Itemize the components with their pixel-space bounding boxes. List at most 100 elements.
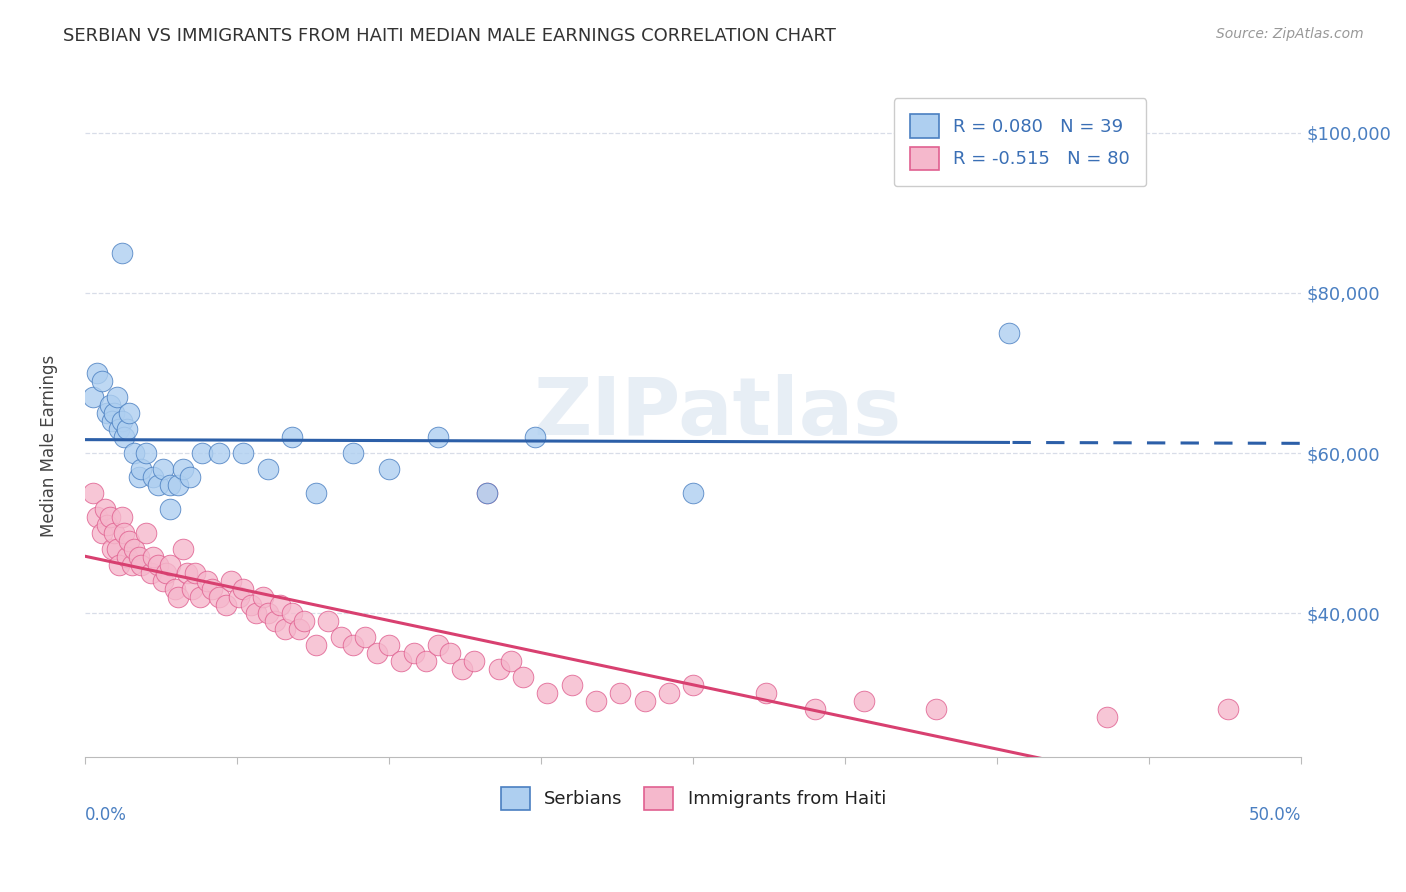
Point <box>998 326 1021 340</box>
Point <box>585 694 607 708</box>
Point <box>108 422 131 436</box>
Point <box>292 614 315 628</box>
Point <box>755 686 778 700</box>
Point <box>426 638 449 652</box>
Point <box>159 558 181 573</box>
Point <box>366 646 388 660</box>
Point <box>208 591 231 605</box>
Point <box>101 414 124 428</box>
Text: 50.0%: 50.0% <box>1249 805 1302 823</box>
Point <box>354 630 377 644</box>
Point <box>245 606 267 620</box>
Point <box>94 502 117 516</box>
Point <box>378 462 401 476</box>
Point <box>98 510 121 524</box>
Point <box>105 390 128 404</box>
Point <box>439 646 461 660</box>
Point <box>115 422 138 436</box>
Point <box>682 486 704 500</box>
Point <box>165 582 187 597</box>
Point <box>166 478 188 492</box>
Point <box>256 462 278 476</box>
Point <box>159 502 181 516</box>
Point <box>228 591 250 605</box>
Point <box>609 686 631 700</box>
Point <box>804 702 827 716</box>
Point <box>181 582 204 597</box>
Point <box>269 598 291 612</box>
Point <box>129 558 152 573</box>
Point <box>176 566 198 581</box>
Point <box>115 550 138 565</box>
Point <box>195 574 218 589</box>
Point <box>274 622 297 636</box>
Point <box>179 470 201 484</box>
Point <box>152 574 174 589</box>
Point <box>155 566 177 581</box>
Point <box>475 486 498 500</box>
Point <box>86 366 108 380</box>
Point <box>682 678 704 692</box>
Point <box>488 662 510 676</box>
Point <box>318 614 340 628</box>
Point <box>658 686 681 700</box>
Point <box>232 582 254 597</box>
Point <box>91 526 114 541</box>
Point <box>1095 710 1118 724</box>
Point <box>378 638 401 652</box>
Point <box>852 694 875 708</box>
Point <box>98 398 121 412</box>
Point <box>152 462 174 476</box>
Point <box>402 646 425 660</box>
Point <box>135 446 157 460</box>
Point <box>281 430 304 444</box>
Point <box>86 510 108 524</box>
Point <box>256 606 278 620</box>
Point <box>135 526 157 541</box>
Point <box>925 702 948 716</box>
Point <box>112 430 135 444</box>
Point <box>219 574 242 589</box>
Point <box>232 446 254 460</box>
Legend: Serbians, Immigrants from Haiti: Serbians, Immigrants from Haiti <box>494 780 893 817</box>
Point <box>252 591 274 605</box>
Point <box>463 654 485 668</box>
Text: 0.0%: 0.0% <box>86 805 127 823</box>
Point <box>82 390 104 404</box>
Point <box>166 591 188 605</box>
Point <box>148 478 170 492</box>
Point <box>105 542 128 557</box>
Text: Source: ZipAtlas.com: Source: ZipAtlas.com <box>1216 27 1364 41</box>
Point <box>512 670 534 684</box>
Point <box>264 614 287 628</box>
Point <box>172 462 194 476</box>
Point <box>191 446 214 460</box>
Point <box>103 406 125 420</box>
Point <box>415 654 437 668</box>
Point <box>188 591 211 605</box>
Point <box>96 518 118 533</box>
Point <box>112 526 135 541</box>
Point <box>288 622 311 636</box>
Point <box>536 686 558 700</box>
Point <box>172 542 194 557</box>
Point <box>142 550 165 565</box>
Point <box>159 478 181 492</box>
Point <box>82 486 104 500</box>
Point <box>239 598 262 612</box>
Point <box>101 542 124 557</box>
Point <box>121 558 143 573</box>
Point <box>184 566 207 581</box>
Point <box>128 470 150 484</box>
Point <box>148 558 170 573</box>
Point <box>111 510 134 524</box>
Point <box>108 558 131 573</box>
Point <box>281 606 304 620</box>
Point <box>118 534 141 549</box>
Point <box>451 662 474 676</box>
Point <box>499 654 522 668</box>
Point <box>561 678 583 692</box>
Point <box>142 470 165 484</box>
Point <box>1218 702 1240 716</box>
Point <box>103 526 125 541</box>
